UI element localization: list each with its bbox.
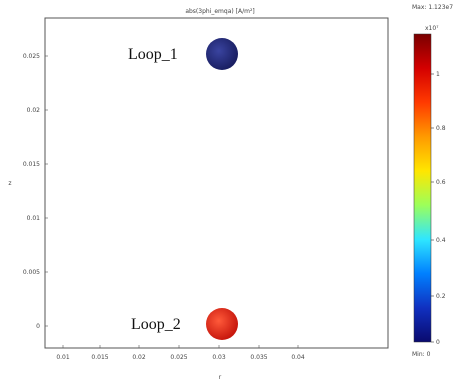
plot-title: abs(3phi_emqa) [A/m²] <box>185 8 254 15</box>
colorbar-max-label: Max: 1.123e7 <box>412 4 453 11</box>
x-tick-label: 0.03 <box>212 354 226 361</box>
loop-2-marker <box>206 308 238 340</box>
x-tick-label: 0.02 <box>132 354 146 361</box>
x-tick-label: 0.035 <box>250 354 267 361</box>
colorbar <box>413 33 432 343</box>
plot-area <box>44 17 389 349</box>
colorbar-tick-label: 0.2 <box>436 293 446 300</box>
x-tick-label: 0.04 <box>291 354 305 361</box>
colorbar-ticks: 1 0.8 0.6 0.4 0.2 0 <box>431 71 446 346</box>
colorbar-min-label: Min: 0 <box>412 351 431 358</box>
y-tick-label: 0.005 <box>23 269 40 276</box>
x-axis-ticks: 0.01 0.015 0.02 0.025 0.03 0.035 0.04 <box>56 345 305 361</box>
y-tick-label: 0.01 <box>27 215 41 222</box>
colorbar-tick-label: 1 <box>436 71 440 78</box>
x-tick-label: 0.01 <box>56 354 70 361</box>
colorbar-exponent: x10⁷ <box>425 25 439 32</box>
x-axis-label: r <box>219 374 222 381</box>
loop-1-marker <box>206 38 238 70</box>
y-tick-label: 0.02 <box>27 107 41 114</box>
loop-1-label: Loop_1 <box>128 46 178 63</box>
colorbar-tick-label: 0.4 <box>436 237 446 244</box>
x-tick-label: 0.015 <box>91 354 108 361</box>
colorbar-tick-label: 0.8 <box>436 125 446 132</box>
colorbar-tick-label: 0 <box>436 339 440 346</box>
y-tick-label: 0.015 <box>23 161 40 168</box>
y-axis-ticks: 0.025 0.02 0.015 0.01 0.005 0 <box>23 53 48 330</box>
y-tick-label: 0.025 <box>23 53 40 60</box>
colorbar-tick-label: 0.6 <box>436 179 446 186</box>
y-axis-label: z <box>8 180 11 187</box>
y-tick-label: 0 <box>36 323 40 330</box>
loop-2-label: Loop_2 <box>131 316 181 333</box>
x-tick-label: 0.025 <box>170 354 187 361</box>
